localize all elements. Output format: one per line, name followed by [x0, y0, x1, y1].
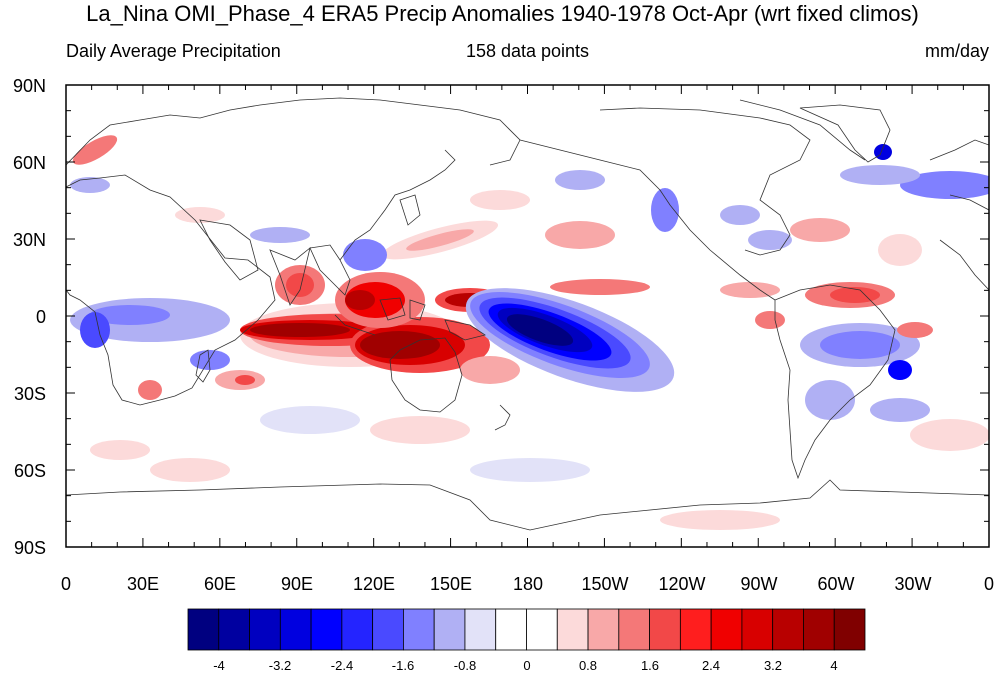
colorbar-swatch — [218, 608, 250, 651]
colorbar-swatch — [741, 608, 774, 651]
colorbar-swatch — [433, 608, 466, 651]
colorbar-swatch — [679, 608, 712, 651]
colorbar-swatch — [403, 608, 435, 651]
variable-label: Daily Average Precipitation — [66, 41, 281, 61]
colorbar-label: 0 — [523, 658, 530, 673]
lon-label-0-right: 0 — [984, 574, 994, 594]
lon-label-0: 0 — [61, 574, 71, 594]
units-label: mm/day — [924, 41, 989, 61]
lon-label-120w: 120W — [658, 574, 705, 594]
colorbar — [187, 608, 866, 651]
lat-label-60s: 60S — [14, 461, 46, 481]
colorbar-swatch — [772, 608, 804, 651]
lon-label-90e: 90E — [281, 574, 313, 594]
colorbar-swatch — [249, 608, 281, 651]
colorbar-swatch — [341, 608, 374, 651]
colorbar-label: -0.8 — [454, 658, 476, 673]
colorbar-label: 2.4 — [702, 658, 720, 673]
lat-label-30n: 30N — [13, 230, 46, 250]
colorbar-label: 1.6 — [641, 658, 659, 673]
colorbar-swatch — [618, 608, 650, 651]
colorbar-swatch — [710, 608, 743, 651]
lon-label-150w: 150W — [581, 574, 628, 594]
colorbar-swatch — [833, 608, 866, 651]
lat-label-90n: 90N — [13, 76, 46, 96]
colorbar-label: -4 — [213, 658, 225, 673]
colorbar-label: 0.8 — [579, 658, 597, 673]
data-points-label: 158 data points — [465, 41, 590, 61]
lat-label-0: 0 — [36, 307, 46, 327]
colorbar-swatch — [556, 608, 589, 651]
colorbar-label: -2.4 — [331, 658, 353, 673]
lat-label-30s: 30S — [14, 384, 46, 404]
lat-label-60n: 60N — [13, 153, 46, 173]
lon-label-90w: 90W — [740, 574, 777, 594]
coastlines — [66, 97, 989, 531]
colorbar-swatch — [587, 608, 620, 651]
lon-label-180: 180 — [513, 574, 543, 594]
lon-label-120e: 120E — [353, 574, 395, 594]
colorbar-swatch — [803, 608, 835, 651]
colorbar-swatch — [649, 608, 681, 651]
lat-label-90s: 90S — [14, 538, 46, 558]
colorbar-label: 3.2 — [764, 658, 782, 673]
lon-label-30w: 30W — [894, 574, 931, 594]
colorbar-swatch — [279, 608, 312, 651]
colorbar-swatch — [495, 608, 527, 651]
colorbar-label: 4 — [830, 658, 837, 673]
colorbar-swatch — [526, 608, 558, 651]
colorbar-swatch — [187, 608, 220, 651]
colorbar-swatch — [310, 608, 343, 651]
anomaly-field — [70, 135, 989, 530]
colorbar-labels: -4 -3.2 -2.4 -1.6 -0.8 0 0.8 1.6 2.4 3.2… — [213, 658, 837, 673]
chart-title: La_Nina OMI_Phase_4 ERA5 Precip Anomalie… — [86, 1, 919, 26]
colorbar-swatch — [464, 608, 497, 651]
lon-label-60w: 60W — [817, 574, 854, 594]
lon-label-30e: 30E — [127, 574, 159, 594]
colorbar-swatch — [372, 608, 404, 651]
colorbar-label: -1.6 — [392, 658, 414, 673]
lon-label-150e: 150E — [430, 574, 472, 594]
axis-ticks — [65, 84, 990, 548]
lon-label-60e: 60E — [204, 574, 236, 594]
colorbar-label: -3.2 — [269, 658, 291, 673]
